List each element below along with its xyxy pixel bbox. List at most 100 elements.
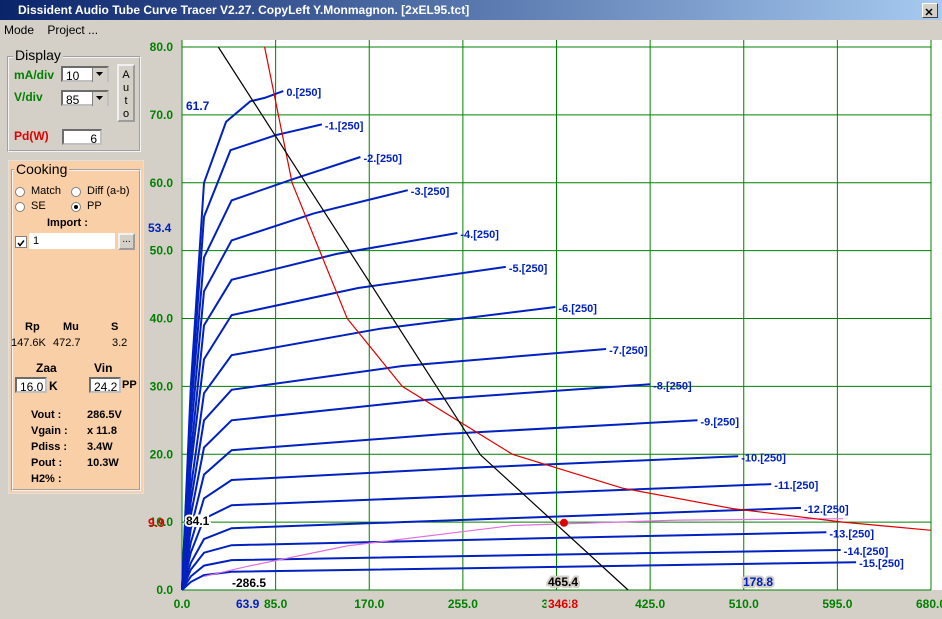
title-bar: Dissident Audio Tube Curve Tracer V2.27.… xyxy=(0,0,942,20)
radio[interactable] xyxy=(71,187,81,197)
x-tick-label: 680.0 xyxy=(916,597,942,611)
result-value: x 11.8 xyxy=(87,425,117,437)
unit: PP xyxy=(122,379,137,391)
x-tick-label: 595.0 xyxy=(822,597,852,611)
param-header: Mu xyxy=(63,321,79,333)
curve-label: -6.[250] xyxy=(558,303,597,315)
label: Import : xyxy=(47,217,88,229)
chart: 0.0 10.0 20.0 30.0 40.0 50.0 60.0 70.0 80.0 0.0 85… xyxy=(148,40,942,613)
close-button[interactable] xyxy=(922,3,938,18)
curve-label: -8.[250] xyxy=(653,380,692,392)
import-item[interactable]: 1 xyxy=(29,233,115,249)
x-tick-label: 0.0 xyxy=(174,597,191,611)
annotation: 178.8 xyxy=(743,575,773,589)
curve xyxy=(181,383,651,591)
curve xyxy=(181,419,698,591)
x-tick-label: 340.0 xyxy=(541,597,571,611)
label: Zaa xyxy=(36,361,57,375)
group-title: Cooking xyxy=(14,161,70,177)
y-tick-label: 60.0 xyxy=(150,176,174,190)
auto-button[interactable]: Auto xyxy=(117,64,135,122)
curve xyxy=(181,348,607,591)
import-checkbox[interactable] xyxy=(15,236,27,248)
curve xyxy=(217,46,629,591)
label: mA/div xyxy=(14,68,55,82)
curve-label: -2.[250] xyxy=(363,153,402,165)
result-label: Pdiss : xyxy=(31,441,68,453)
result-label: Vout : xyxy=(31,409,62,421)
radio-label: Match xyxy=(31,185,61,197)
curve xyxy=(181,549,841,591)
zaa-input[interactable]: 16.0 xyxy=(15,377,47,394)
result-value: 3.4W xyxy=(87,441,113,453)
y-tick-label: 30.0 xyxy=(150,379,174,393)
value: 24.2 xyxy=(94,380,118,394)
label: V/div xyxy=(14,90,43,104)
menu-item[interactable]: Project ... xyxy=(47,23,99,37)
curve-label: -11.[250] xyxy=(774,480,818,492)
window-title: Dissident Audio Tube Curve Tracer V2.27.… xyxy=(18,3,470,17)
curve-label: 0.[250] xyxy=(286,87,321,99)
y-tick-label: 0.0 xyxy=(156,583,173,597)
param-header: S xyxy=(111,321,119,333)
pd-input[interactable]: 6 xyxy=(62,129,102,146)
unit: K xyxy=(49,379,58,393)
annotation: 346.8 xyxy=(548,597,578,611)
curve-label: -1.[250] xyxy=(325,120,364,132)
param-header: Rp xyxy=(25,321,40,333)
curve-label: -10.[250] xyxy=(741,452,786,464)
x-tick-label: 425.0 xyxy=(635,597,665,611)
radio[interactable] xyxy=(15,187,25,197)
curve-label: -15.[250] xyxy=(859,558,904,570)
y-tick-label: 70.0 xyxy=(150,108,174,122)
v-div-select[interactable]: 85 xyxy=(61,90,109,107)
y-tick-label: 40.0 xyxy=(150,312,174,326)
display-group xyxy=(7,56,141,152)
y-tick-label: 80.0 xyxy=(150,40,174,54)
ma-div-select[interactable]: 10 xyxy=(61,66,109,83)
param-value: 147.6K xyxy=(11,337,46,349)
radio-label: Diff (a-b) xyxy=(87,185,130,197)
menu-bar: Mode Project ... xyxy=(0,20,942,40)
radio[interactable] xyxy=(71,202,81,212)
value: 6 xyxy=(90,132,97,146)
dropdown-arrow xyxy=(92,92,107,106)
result-label: Pout : xyxy=(31,457,63,469)
x-tick-label: 510.0 xyxy=(729,597,759,611)
curve xyxy=(264,46,932,531)
radio[interactable] xyxy=(15,202,25,212)
vin-input[interactable]: 24.2 xyxy=(89,377,121,394)
annotation: 84.1 xyxy=(186,514,210,528)
curve-label: -9.[250] xyxy=(700,416,739,428)
radio-label: SE xyxy=(31,200,46,212)
param-value: 472.7 xyxy=(53,337,81,349)
result-label: Vgain : xyxy=(31,425,68,437)
plot-area xyxy=(182,40,942,590)
menu-item[interactable]: Mode xyxy=(4,23,35,37)
curve xyxy=(181,483,772,591)
curve xyxy=(181,189,409,591)
curve-label: -12.[250] xyxy=(804,504,849,516)
param-value: 3.2 xyxy=(112,337,128,349)
annotation: -286.5 xyxy=(232,576,266,590)
value: 10 xyxy=(66,69,80,83)
browse-button[interactable]: ... xyxy=(118,233,135,250)
annotation: 9.9 xyxy=(148,516,165,530)
curve-label: -14.[250] xyxy=(844,546,889,558)
annotation: 53.4 xyxy=(148,221,172,235)
curve-label: -5.[250] xyxy=(509,263,548,275)
y-tick-label: 50.0 xyxy=(150,244,174,258)
value: 16.0 xyxy=(20,380,44,394)
dropdown-arrow xyxy=(92,68,107,82)
group-title: Display xyxy=(13,47,63,63)
curve xyxy=(181,531,827,591)
radio-label: PP xyxy=(87,200,102,212)
curve xyxy=(203,518,843,577)
curve xyxy=(181,506,802,591)
y-tick-label: 20.0 xyxy=(150,447,174,461)
value: 85 xyxy=(66,93,80,107)
result-value: 10.3W xyxy=(87,457,119,469)
label: Pd(W) xyxy=(14,129,49,143)
cooking-group xyxy=(11,169,141,491)
